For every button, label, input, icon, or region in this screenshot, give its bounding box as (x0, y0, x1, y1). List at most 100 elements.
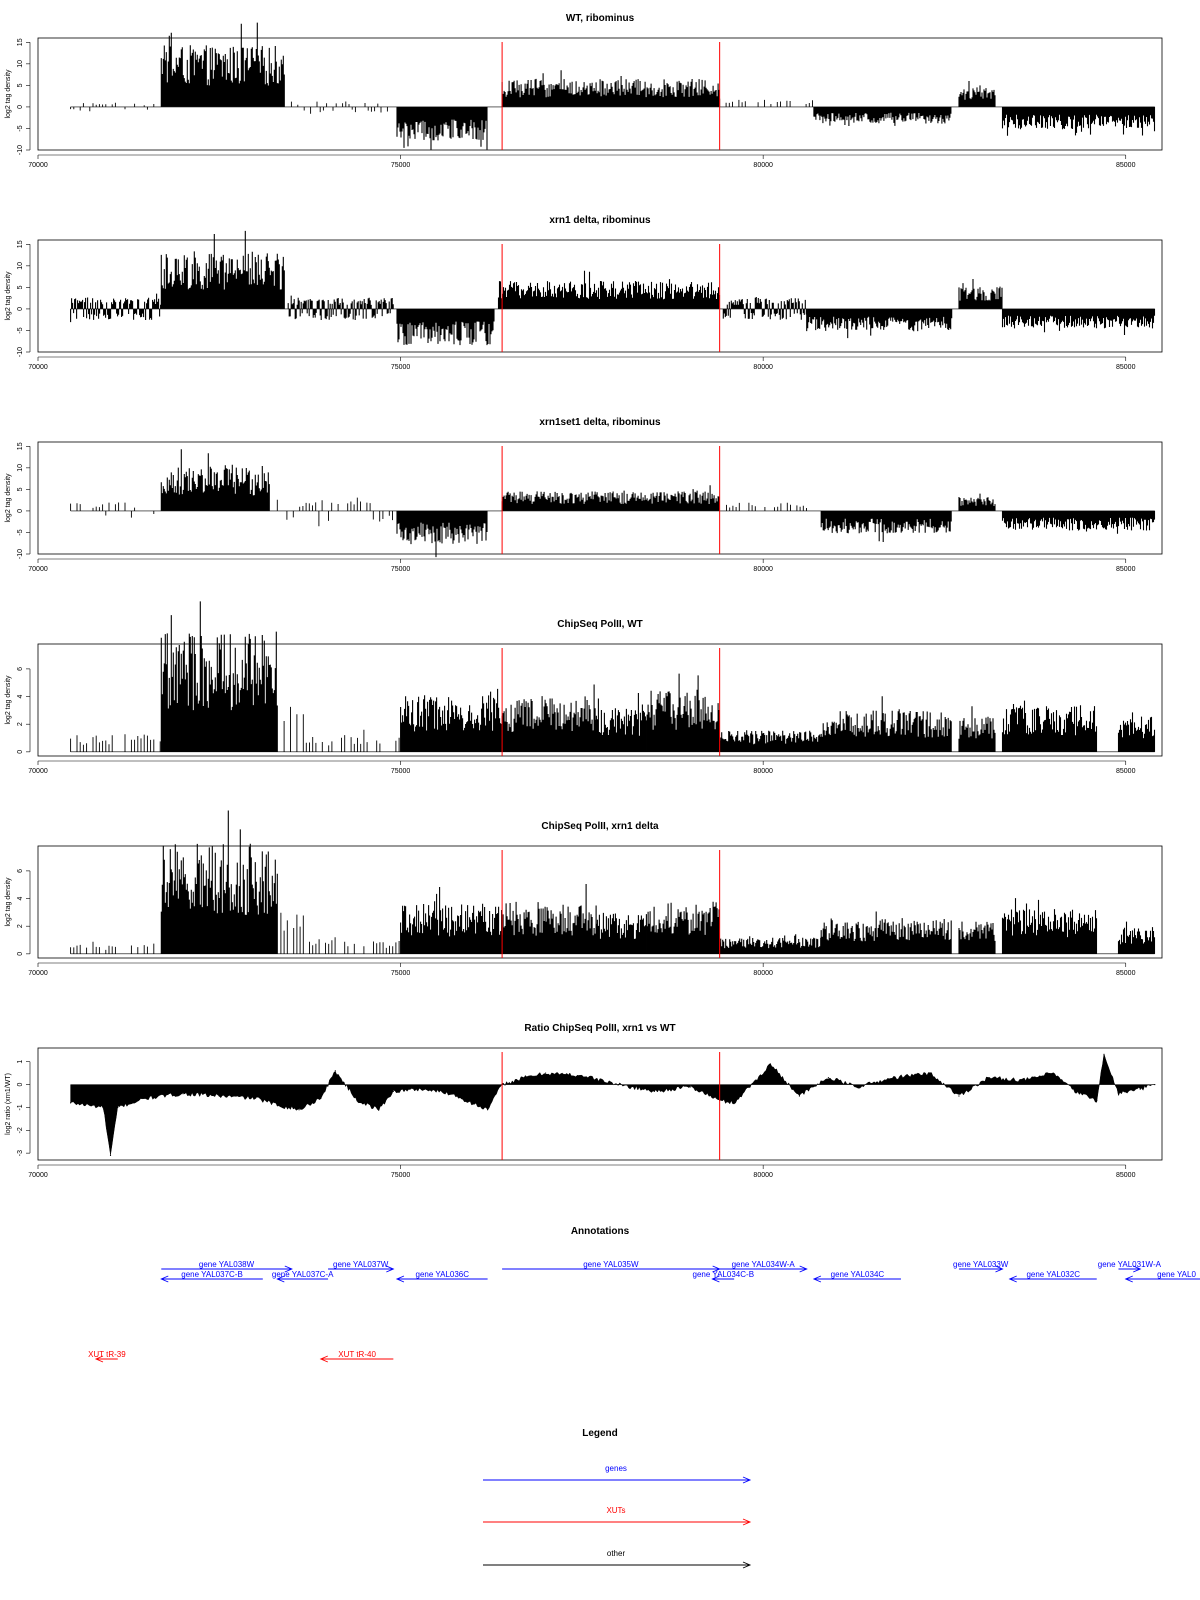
ratio-point (653, 1090, 655, 1093)
annotation-label: gene YAL034C-B (693, 1270, 755, 1279)
signal-segment-8 (646, 673, 720, 752)
signal-segment-6 (501, 884, 597, 954)
ratio-point (487, 1109, 489, 1111)
signal-bars (958, 279, 1003, 309)
signal-segment-11 (958, 921, 996, 954)
y-axis-label: log2 tag density (5, 69, 12, 119)
signal-segment-6 (501, 684, 597, 752)
signal-bars (722, 297, 807, 320)
ratio-point (581, 1074, 583, 1077)
ratio-point (1052, 1072, 1054, 1074)
signal-segment-7 (820, 510, 952, 542)
ratio-point (893, 1077, 895, 1079)
signal-bars (806, 308, 953, 339)
ratio-point (182, 1093, 184, 1095)
signal-segment-1 (70, 502, 155, 518)
y-tick-label: 0 (17, 1083, 24, 1087)
signal-bars (287, 295, 394, 320)
signal-bars (820, 510, 952, 542)
ratio-point (523, 1077, 525, 1079)
signal-bars (501, 684, 597, 752)
signal-bars (501, 70, 720, 107)
y-tick-label: -10 (17, 347, 24, 357)
arrowhead-icon (160, 1275, 169, 1283)
legend-item-XUTs: XUTs (483, 1506, 752, 1526)
y-tick-label: -10 (17, 145, 24, 155)
signal-segment-9 (719, 934, 822, 954)
x-tick-label: 70000 (28, 1172, 48, 1179)
signal-bars (719, 934, 822, 954)
y-tick-label: -5 (17, 327, 24, 333)
x-tick-label: 75000 (391, 1172, 411, 1179)
annotation-label: gene YAL037W (333, 1260, 389, 1269)
signal-segment-2 (160, 22, 285, 107)
y-tick-label: 15 (17, 442, 24, 450)
annotation-item: gene YAL034W-A (719, 1260, 808, 1273)
signal-bars (70, 102, 155, 112)
annotation-label: gene YAL037C-A (272, 1270, 334, 1279)
signal-bars (820, 911, 952, 954)
ratio-point (117, 1106, 119, 1109)
signal-bars (396, 106, 488, 150)
annotation-item: gene YAL038W (161, 1260, 293, 1273)
signal-bars (400, 887, 503, 954)
signal-bars (160, 230, 285, 309)
signal-bars (70, 941, 155, 954)
signal-bars (820, 696, 952, 752)
y-tick-label: 0 (17, 105, 24, 109)
y-tick-label: -5 (17, 125, 24, 131)
signal-segment-3 (283, 706, 304, 752)
signal-segment-6 (726, 502, 807, 511)
x-tick-label: 85000 (1116, 162, 1136, 169)
signal-bars (501, 485, 720, 511)
y-tick-label: -2 (17, 1127, 24, 1133)
signal-bars (396, 308, 495, 346)
x-tick-label: 80000 (753, 768, 773, 775)
plot-frame (37, 845, 1163, 959)
ratio-area (70, 1053, 1155, 1155)
chart-title: xrn1 delta, ribominus (549, 215, 651, 226)
signal-bars (646, 673, 720, 752)
x-tick-label: 80000 (753, 364, 773, 371)
ratio-point (798, 1095, 801, 1097)
signal-bars (160, 449, 270, 511)
ratio-point (392, 1090, 394, 1093)
y-tick-label: 6 (17, 869, 24, 873)
ratio-point (102, 1106, 104, 1109)
signal-segment-6 (719, 98, 813, 107)
signal-segment-5 (501, 70, 720, 107)
ratio-point (987, 1077, 989, 1079)
signal-bars (283, 706, 304, 752)
signal-bars (280, 912, 304, 954)
plot-frame (37, 1047, 1163, 1161)
arrowhead-icon (711, 1275, 720, 1283)
signal-bars (726, 502, 807, 511)
ratio-point (1154, 1083, 1156, 1086)
chart-panel-5: ChipSeq PolII, xrn1 delta log2 tag densit… (5, 810, 1163, 977)
x-tick-label: 75000 (391, 970, 411, 977)
signal-bars (305, 729, 400, 752)
ratio-point (755, 1079, 757, 1081)
annotation-item: gene YAL034C-B (693, 1270, 755, 1283)
plot-frame (37, 239, 1163, 353)
x-tick-label: 70000 (28, 566, 48, 573)
ratio-point (276, 1104, 278, 1106)
x-tick-label: 80000 (753, 162, 773, 169)
signal-segment-4 (396, 510, 488, 558)
legend-item-genes: genes (483, 1464, 752, 1484)
x-tick-label: 75000 (391, 162, 411, 169)
y-axis-label: log2 tag density (5, 271, 12, 321)
signal-segment-8 (958, 279, 1003, 309)
signal-bars (70, 734, 161, 752)
signal-segment-8 (958, 81, 996, 107)
signal-segment-9 (1001, 106, 1156, 136)
arrowhead-icon (276, 1275, 285, 1283)
x-tick-label: 85000 (1116, 566, 1136, 573)
annotation-label: XUT tR-39 (88, 1350, 126, 1359)
y-axis-label: log2 tag density (5, 473, 12, 523)
chart-panel-4: ChipSeq PolII, WT log2 tag density 0 2 4 6 700… (5, 601, 1163, 775)
ratio-point (545, 1072, 547, 1074)
legend-label: genes (605, 1464, 627, 1473)
signal-bars (1117, 921, 1156, 954)
annotation-item: gene YAL033W (953, 1260, 1009, 1273)
